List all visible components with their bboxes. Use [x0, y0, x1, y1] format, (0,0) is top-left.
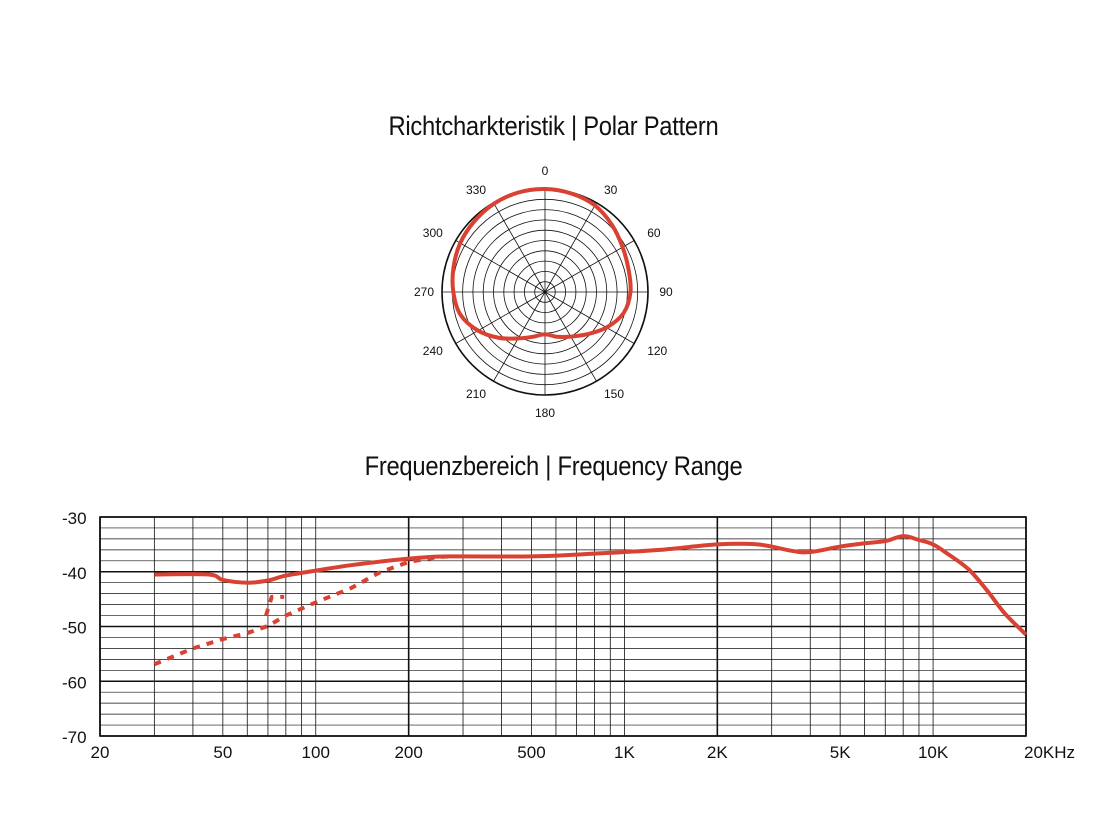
- y-tick-label: -60: [62, 673, 87, 692]
- polar-angle-label: 90: [659, 285, 673, 299]
- polar-spoke: [544, 291, 635, 344]
- y-tick-label: -70: [62, 728, 87, 747]
- x-tick-label: 10K: [918, 743, 949, 762]
- polar-angle-label: 0: [542, 164, 549, 178]
- polar-spoke: [493, 202, 546, 293]
- x-tick-label: 20: [91, 743, 110, 762]
- frequency-grid: [99, 516, 1027, 737]
- y-tick-label: -30: [62, 509, 87, 528]
- polar-pattern-title: Richtcharkteristik | Polar Pattern: [388, 111, 719, 141]
- x-tick-label: 50: [213, 743, 232, 762]
- frequency-response-dashed-curve: [153, 554, 450, 667]
- polar-pattern-curve: [450, 186, 633, 341]
- x-tick-label: 20KHz: [1024, 743, 1075, 762]
- polar-spoke: [455, 291, 546, 344]
- polar-angle-label: 120: [647, 344, 667, 358]
- frequency-plot-frame: [99, 516, 1027, 737]
- polar-angle-label: 210: [466, 387, 486, 401]
- frequency-response-dashed-curve: [264, 594, 285, 617]
- polar-angle-label: 60: [647, 226, 661, 240]
- frequency-curves: [153, 534, 1028, 667]
- polar-spoke: [544, 240, 635, 293]
- polar-spoke: [455, 240, 546, 293]
- polar-spoke: [544, 202, 597, 293]
- polar-curves: [450, 186, 633, 341]
- x-tick-label: 100: [302, 743, 330, 762]
- y-tick-label: -50: [62, 619, 87, 638]
- polar-angle-label: 300: [423, 226, 443, 240]
- x-tick-label: 200: [394, 743, 422, 762]
- x-tick-label: 500: [517, 743, 545, 762]
- polar-angle-labels: 0 30 60 90 120 150 180 210 240 270 300 330: [414, 164, 673, 420]
- x-tick-label: 5K: [830, 743, 851, 762]
- x-tick-label: 1K: [614, 743, 635, 762]
- polar-angle-label: 270: [414, 285, 434, 299]
- frequency-range-title: Frequenzbereich | Frequency Range: [364, 451, 743, 481]
- polar-angle-label: 240: [423, 344, 443, 358]
- polar-grid: [441, 188, 649, 396]
- polar-angle-label: 180: [535, 406, 555, 420]
- y-tick-label: -40: [62, 564, 87, 583]
- frequency-response-curve: [154, 534, 1028, 637]
- polar-angle-label: 150: [604, 387, 624, 401]
- polar-angle-label: 330: [466, 183, 486, 197]
- polar-angle-label: 30: [604, 183, 618, 197]
- x-tick-label: 2K: [707, 743, 728, 762]
